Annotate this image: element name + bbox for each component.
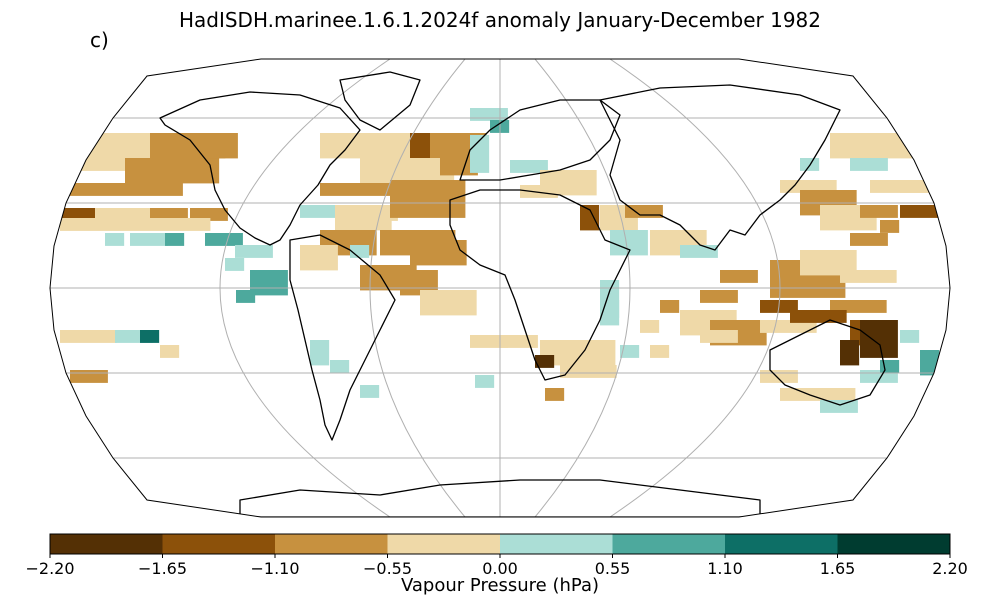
- colorbar-bin: [837, 534, 951, 554]
- coastline: [159, 91, 361, 246]
- anomaly-cell: [190, 208, 228, 221]
- anomaly-map: [49, 58, 951, 518]
- anomaly-cell: [840, 340, 860, 366]
- anomaly-cell: [880, 220, 900, 233]
- anomaly-cell: [360, 208, 398, 221]
- anomaly-cell: [535, 355, 555, 368]
- coastline: [449, 189, 631, 381]
- longitude-gridline: [534, 59, 631, 517]
- coastlines: [159, 71, 886, 517]
- colorbar-tick-label: −0.55: [363, 559, 412, 578]
- colorbar-bin: [500, 534, 613, 554]
- anomaly-cell: [860, 205, 898, 218]
- colorbar-bins: [50, 534, 951, 554]
- colorbar-bin: [387, 534, 501, 554]
- colorbar-tick-label: 2.20: [932, 559, 968, 578]
- anomaly-cell: [510, 160, 548, 173]
- anomaly-cell: [780, 180, 837, 193]
- anomaly-cell: [200, 133, 238, 159]
- anomaly-cell: [130, 233, 168, 246]
- anomaly-cell: [420, 290, 477, 316]
- anomaly-cell: [225, 258, 245, 271]
- anomaly-cell: [700, 290, 738, 303]
- anomaly-cell: [105, 233, 125, 246]
- colorbar-tick-label: −2.20: [25, 559, 74, 578]
- anomaly-cell: [640, 320, 660, 333]
- anomaly-cell: [850, 158, 888, 171]
- anomaly-cell: [160, 345, 180, 358]
- anomaly-cell: [60, 330, 117, 343]
- anomaly-cell: [60, 218, 211, 231]
- anomaly-cell: [520, 185, 558, 198]
- anomaly-cell: [300, 205, 338, 218]
- anomaly-cell: [560, 365, 617, 378]
- colorbar-tick-label: 0.55: [595, 559, 631, 578]
- anomaly-cell: [310, 340, 330, 366]
- anomaly-cell: [900, 330, 920, 343]
- anomaly-cell: [830, 300, 887, 313]
- longitude-gridline: [369, 59, 466, 517]
- coastline: [599, 84, 841, 251]
- anomaly-cell: [700, 330, 738, 343]
- anomaly-cell: [236, 290, 256, 303]
- anomaly-cell: [60, 208, 98, 221]
- anomaly-cell: [620, 345, 640, 358]
- anomaly-cell: [320, 183, 396, 196]
- anomaly-cell: [820, 400, 858, 413]
- anomaly-cell: [150, 208, 188, 221]
- anomaly-cell: [860, 320, 898, 358]
- anomaly-cell: [580, 205, 600, 231]
- anomaly-cell: [470, 335, 508, 348]
- coastline: [289, 234, 396, 441]
- colorbar-ticks: −2.20 −1.65 −1.10 −0.55 0.00 0.55 1.10 1.65 2.20: [25, 554, 968, 578]
- anomaly-cell: [360, 385, 380, 398]
- colorbar-tick-label: 1.65: [820, 559, 856, 578]
- longitude-gridline: [219, 59, 391, 517]
- coastline: [339, 71, 421, 131]
- colorbar-tick-label: −1.65: [138, 559, 187, 578]
- anomaly-cell: [545, 388, 565, 401]
- anomaly-cell: [125, 158, 220, 184]
- colorbar-bin: [162, 534, 276, 554]
- anomaly-cell: [70, 183, 183, 196]
- colorbar-bin: [275, 534, 388, 554]
- colorbar-bin: [612, 534, 726, 554]
- anomaly-cell: [660, 300, 680, 313]
- colorbar-tick-label: 1.10: [707, 559, 743, 578]
- anomaly-cell: [720, 270, 758, 283]
- anomaly-cell: [300, 245, 338, 271]
- colorbar-title: Vapour Pressure (hPa): [400, 575, 600, 596]
- anomaly-cell: [475, 375, 495, 388]
- coastline: [459, 99, 621, 181]
- anomaly-cell: [850, 233, 888, 246]
- colorbar-tick-label: 0.00: [482, 559, 518, 578]
- anomaly-cell: [235, 245, 273, 258]
- longitude-gridline: [609, 59, 781, 517]
- colorbar-tick-label: −1.10: [250, 559, 299, 578]
- graticule: [50, 59, 950, 517]
- anomaly-cell: [330, 360, 350, 373]
- anomaly-cell: [360, 158, 455, 184]
- anomaly-cell: [790, 310, 847, 323]
- anomaly-cell: [250, 270, 288, 296]
- figure-title: HadISDH.marinee.1.6.1.2024f anomaly Janu…: [178, 8, 822, 32]
- coastline: [239, 479, 761, 517]
- coastline: [769, 319, 886, 406]
- anomaly-cell: [205, 233, 243, 246]
- anomaly-cell: [165, 233, 185, 246]
- anomaly-cell: [140, 330, 160, 343]
- anomaly-cell: [920, 350, 940, 376]
- colorbar-bin: [725, 534, 838, 554]
- anomaly-cell: [840, 270, 897, 283]
- colorbar-bin: [50, 534, 163, 554]
- panel-label: c): [90, 28, 109, 52]
- map-boundary: [49, 58, 951, 518]
- anomaly-cell: [650, 345, 670, 358]
